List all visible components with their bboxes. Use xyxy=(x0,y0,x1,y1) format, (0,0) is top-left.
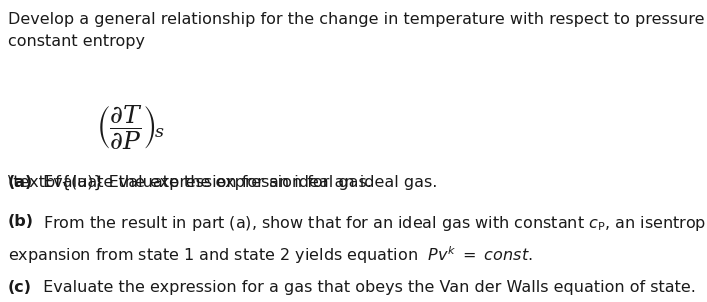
Text: (b): (b) xyxy=(8,214,34,229)
Text: constant entropy: constant entropy xyxy=(8,34,145,49)
Text: expansion from state 1 and state 2 yields equation  $Pv^k$ $=$ $\mathit{const}$.: expansion from state 1 and state 2 yield… xyxy=(8,244,532,266)
Text: From the result in part (a), show that for an ideal gas with constant $c_\mathrm: From the result in part (a), show that f… xyxy=(38,214,707,233)
Text: Develop a general relationship for the change in temperature with respect to pre: Develop a general relationship for the c… xyxy=(8,12,707,27)
Text: $\left(\dfrac{\partial T}{\partial P}\right)_{\!s}$: $\left(\dfrac{\partial T}{\partial P}\ri… xyxy=(95,103,164,151)
Text: (c): (c) xyxy=(8,280,32,295)
Text: Evaluate the expression for a gas that obeys the Van der Walls equation of state: Evaluate the expression for a gas that o… xyxy=(38,280,696,295)
Text: Evaluate the expression for an ideal gas.: Evaluate the expression for an ideal gas… xyxy=(38,175,372,190)
Text: (a): (a) xyxy=(8,175,33,190)
Text: \textbf{(a)} Evaluate the expression for an ideal gas.: \textbf{(a)} Evaluate the expression for… xyxy=(8,175,438,190)
